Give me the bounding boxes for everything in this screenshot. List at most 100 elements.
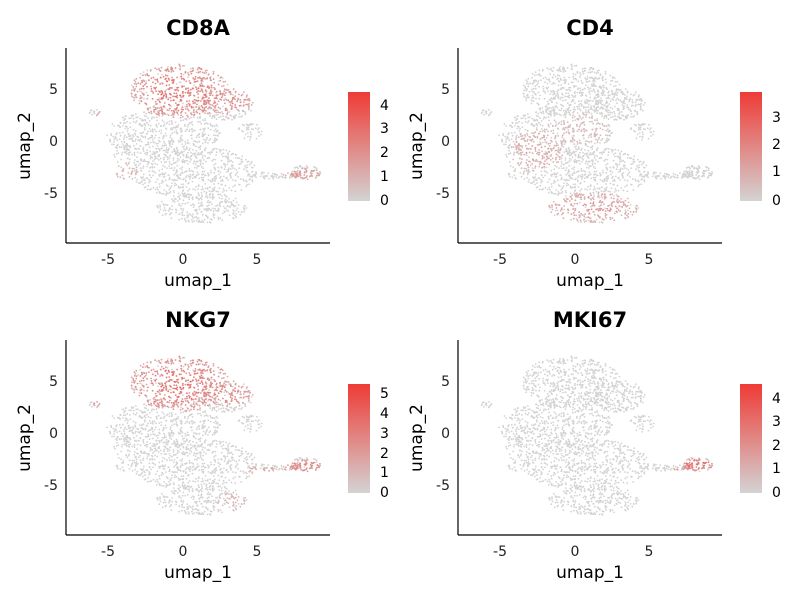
cell-point: [579, 182, 581, 185]
cell-point: [549, 159, 552, 161]
cell-point: [554, 106, 557, 108]
cell-point: [646, 127, 649, 130]
cell-point: [539, 141, 541, 144]
cell-point: [169, 207, 171, 209]
cell-point: [244, 165, 246, 168]
cell-point: [218, 173, 220, 176]
cell-point: [543, 165, 546, 168]
cell-point: [643, 180, 646, 183]
cell-point: [566, 182, 568, 185]
cell-point: [126, 130, 129, 132]
cell-point: [205, 138, 208, 141]
cell-point: [568, 154, 571, 157]
cell-point: [179, 94, 182, 97]
cell-point: [533, 180, 536, 182]
cell-point: [602, 75, 604, 78]
cell-point: [581, 147, 583, 150]
cell-point: [583, 113, 585, 116]
cell-point: [176, 76, 179, 79]
cell-point: [556, 172, 559, 175]
cell-point: [605, 86, 608, 89]
cell-point: [572, 73, 575, 75]
cell-point: [139, 76, 142, 79]
cell-point: [553, 173, 555, 176]
cell-point: [578, 214, 581, 217]
cell-point: [130, 138, 133, 140]
cell-point: [234, 157, 237, 159]
cell-point: [697, 165, 700, 167]
cell-point: [121, 143, 124, 146]
cell-point: [156, 163, 159, 166]
cell-point: [564, 109, 567, 112]
cell-point: [650, 127, 652, 129]
cell-point: [159, 173, 162, 176]
cell-point: [573, 202, 576, 205]
cell-point: [559, 78, 562, 81]
cell-point: [525, 167, 528, 170]
cell-point: [551, 125, 554, 128]
cell-point: [680, 177, 683, 179]
cell-point: [580, 213, 583, 215]
cell-point: [166, 185, 169, 188]
cell-point: [642, 166, 645, 169]
cell-point: [143, 158, 146, 161]
cell-point: [607, 123, 610, 126]
cell-point: [561, 136, 564, 139]
cell-point: [682, 172, 685, 175]
cell-point: [606, 104, 609, 107]
cell-point: [561, 145, 563, 147]
cell-point: [142, 87, 145, 90]
cell-point: [132, 134, 134, 136]
cell-point: [582, 204, 585, 207]
cell-point: [638, 99, 641, 101]
cell-point: [555, 142, 558, 145]
cell-point: [605, 125, 608, 128]
cell-point: [550, 139, 552, 142]
cell-point: [595, 123, 598, 125]
cell-point: [571, 116, 574, 119]
cell-point: [260, 133, 262, 136]
cell-point: [227, 179, 230, 181]
cell-point: [125, 142, 128, 145]
cell-point: [551, 157, 554, 160]
cell-point: [638, 183, 641, 186]
cell-point: [160, 110, 163, 112]
cell-point: [568, 179, 570, 182]
cell-point: [213, 147, 216, 150]
cell-point: [144, 182, 147, 185]
cell-point: [528, 156, 530, 159]
cell-point: [599, 207, 602, 210]
cell-point: [231, 385, 234, 388]
cell-point: [191, 215, 194, 218]
cell-point: [571, 167, 573, 170]
cell-point: [112, 135, 115, 138]
cell-point: [221, 85, 223, 88]
cell-point: [637, 158, 639, 161]
cell-point: [603, 117, 605, 120]
cell-point: [193, 220, 196, 222]
cell-point: [635, 180, 637, 182]
cell-point: [182, 119, 185, 122]
cell-point: [206, 187, 209, 189]
cell-point: [176, 104, 179, 106]
cell-point: [143, 122, 146, 125]
cell-point: [168, 176, 171, 179]
cell-point: [579, 123, 582, 126]
cell-point: [200, 211, 203, 213]
cell-point: [261, 173, 263, 175]
cell-point: [214, 158, 217, 161]
cell-point: [626, 179, 629, 182]
cell-point: [624, 199, 627, 202]
cell-point: [576, 91, 579, 94]
cell-point: [575, 85, 577, 88]
cell-point: [231, 167, 234, 169]
cell-point: [570, 187, 572, 189]
cell-point: [231, 161, 234, 164]
cell-point: [154, 106, 157, 109]
cell-point: [561, 104, 563, 107]
cell-point: [208, 194, 211, 197]
cell-point: [580, 95, 582, 97]
cell-point: [609, 100, 612, 103]
cell-point: [624, 153, 627, 156]
cell-point: [133, 144, 135, 147]
